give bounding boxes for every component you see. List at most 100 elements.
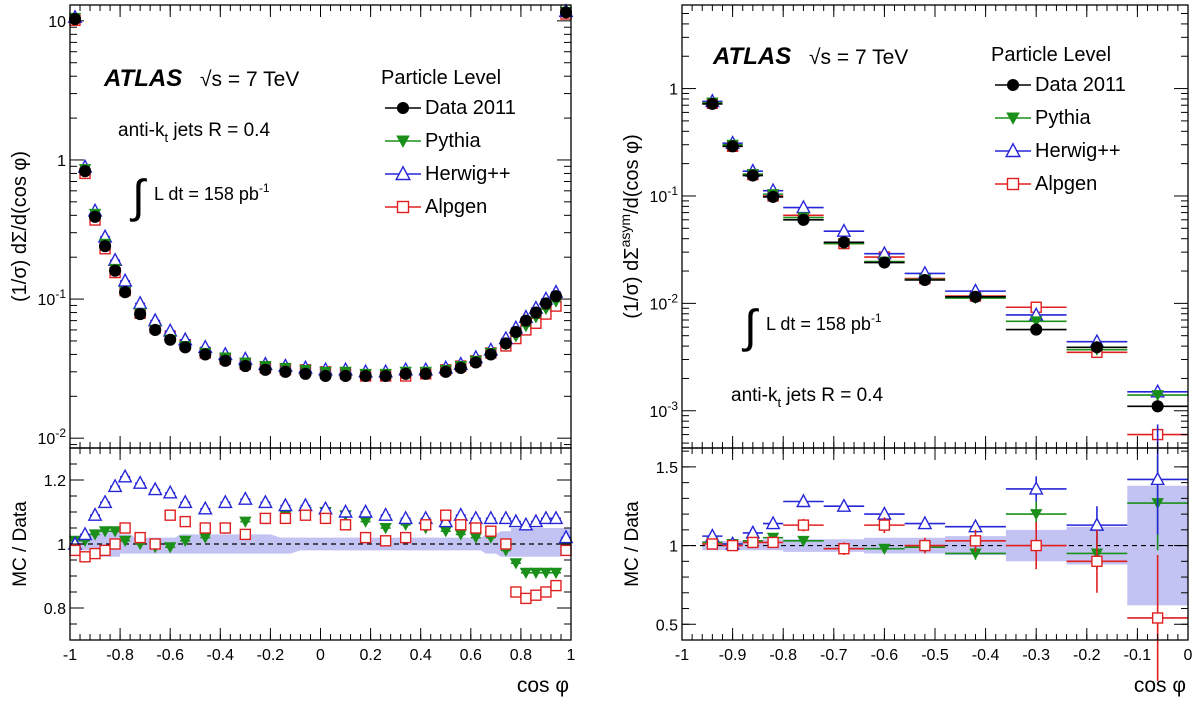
data-point [836,223,852,237]
x-tick-label: 0 [316,647,325,664]
y-axis-label: (1/σ) dΣasym/d(cos φ) [617,134,643,319]
ratio-point [726,539,739,552]
jets-label: anti-kt jets R = 0.4 [118,120,270,145]
ratio-y-tick-label: 1.2 [44,473,66,490]
ratio-point [550,579,562,592]
data-point [746,169,759,182]
ratio-point [149,538,161,550]
series-data-2011 [68,6,573,383]
ratio-point [1030,539,1042,552]
legend-marker [395,165,411,181]
y-tick-label: 10-2 [38,426,67,448]
data-point [726,140,739,153]
ratio-point [455,519,467,531]
ratio-point [359,531,372,544]
x-tick-label: -0.7 [820,647,848,664]
ratio-point [278,497,293,512]
legend-title: Particle Level [381,67,501,89]
ratio-point [1030,509,1043,521]
legend-label: Pythia [425,130,481,152]
ratio-point [77,526,93,541]
ratio-point [485,525,497,537]
data-point [179,341,192,354]
ratio-point [87,507,103,521]
legend: Particle Level Data 2011 Pythia Herwig++ Alp… [381,67,516,218]
legend-title: Particle Level [991,44,1111,66]
data-point [706,97,719,110]
ratio-point [560,544,572,557]
ratio-point [179,535,192,547]
legend-marker [1006,177,1020,191]
data-point [299,367,312,380]
data-point [918,273,931,287]
ratio-point [540,586,552,598]
y-tick-label: 10-2 [650,291,679,313]
ratio-point [339,519,352,531]
ratio-point [134,531,146,544]
ratio-point [469,532,483,544]
x-tick-label: 0.4 [410,647,432,664]
ratio-point [259,512,272,525]
ratio-point [118,535,132,547]
ratio-point [177,494,193,509]
ratio-point [969,548,982,560]
ratio-point [97,494,113,509]
data-point [109,264,122,277]
data-point [499,337,512,350]
ratio-y-tick-label: 1.5 [656,460,678,477]
ratio-point [258,494,273,509]
legend-label: Alpgen [1035,173,1097,195]
data-point [119,286,132,299]
ratio-point [319,512,332,525]
ratio-point [89,547,101,560]
lumi-label: L dt = 158 pb-1 [766,311,882,334]
ratio-point [197,500,213,515]
x-tick-label: 0.6 [460,647,482,664]
ratio-point [838,543,850,555]
x-tick-label: -0.3 [1022,647,1050,664]
ratio-point [509,558,523,570]
data-point [1030,323,1043,336]
legend: Particle Level Data 2011 Pythia Herwig++ Alp… [991,44,1126,195]
ratio-axis-label: MC / Data [10,501,31,587]
ratio-point [500,538,512,550]
data-point [529,306,542,319]
data-point [969,290,982,303]
ratio-point [548,510,564,525]
x-axis-label: cos φ [1134,674,1186,697]
atlas-label: ATLAS [103,65,182,92]
jets-label: anti-kt jets R = 0.4 [731,385,883,410]
data-point [117,272,133,287]
y-tick-label: 10-1 [38,287,67,309]
data-point [219,354,232,367]
y-tick-label: 10-3 [650,399,679,421]
legend-label: Data 2011 [425,97,516,119]
ratio-point [99,544,111,557]
x-tick-label: -0.6 [156,647,184,664]
ratio-point [107,478,123,493]
ratio-point [747,536,759,549]
data-point [539,297,552,310]
ratio-point [919,539,931,552]
data-point [419,367,432,380]
y-tick-label: 1 [669,82,678,99]
ratio-point [836,498,852,512]
legend-label: Herwig++ [425,163,511,185]
atlas-label: ATLAS [712,43,791,70]
data-point [319,369,332,383]
x-tick-label: 1 [567,647,576,664]
ratio-point [399,531,412,544]
x-tick-label: -0.5 [921,647,949,664]
ratio-point [917,515,933,530]
x-tick-label: -0.8 [106,647,134,664]
x-tick-label: -0.4 [972,647,1000,664]
legend-label: Pythia [1035,107,1091,129]
series-data-2011 [702,97,1188,413]
data-point [559,6,573,19]
ratio-point [199,532,212,544]
x-tick-label: 0 [1184,647,1193,664]
ratio-series-alpgen [702,517,1188,681]
ratio-point [179,515,191,528]
energy-label: √s = 7 TeV [809,46,908,69]
